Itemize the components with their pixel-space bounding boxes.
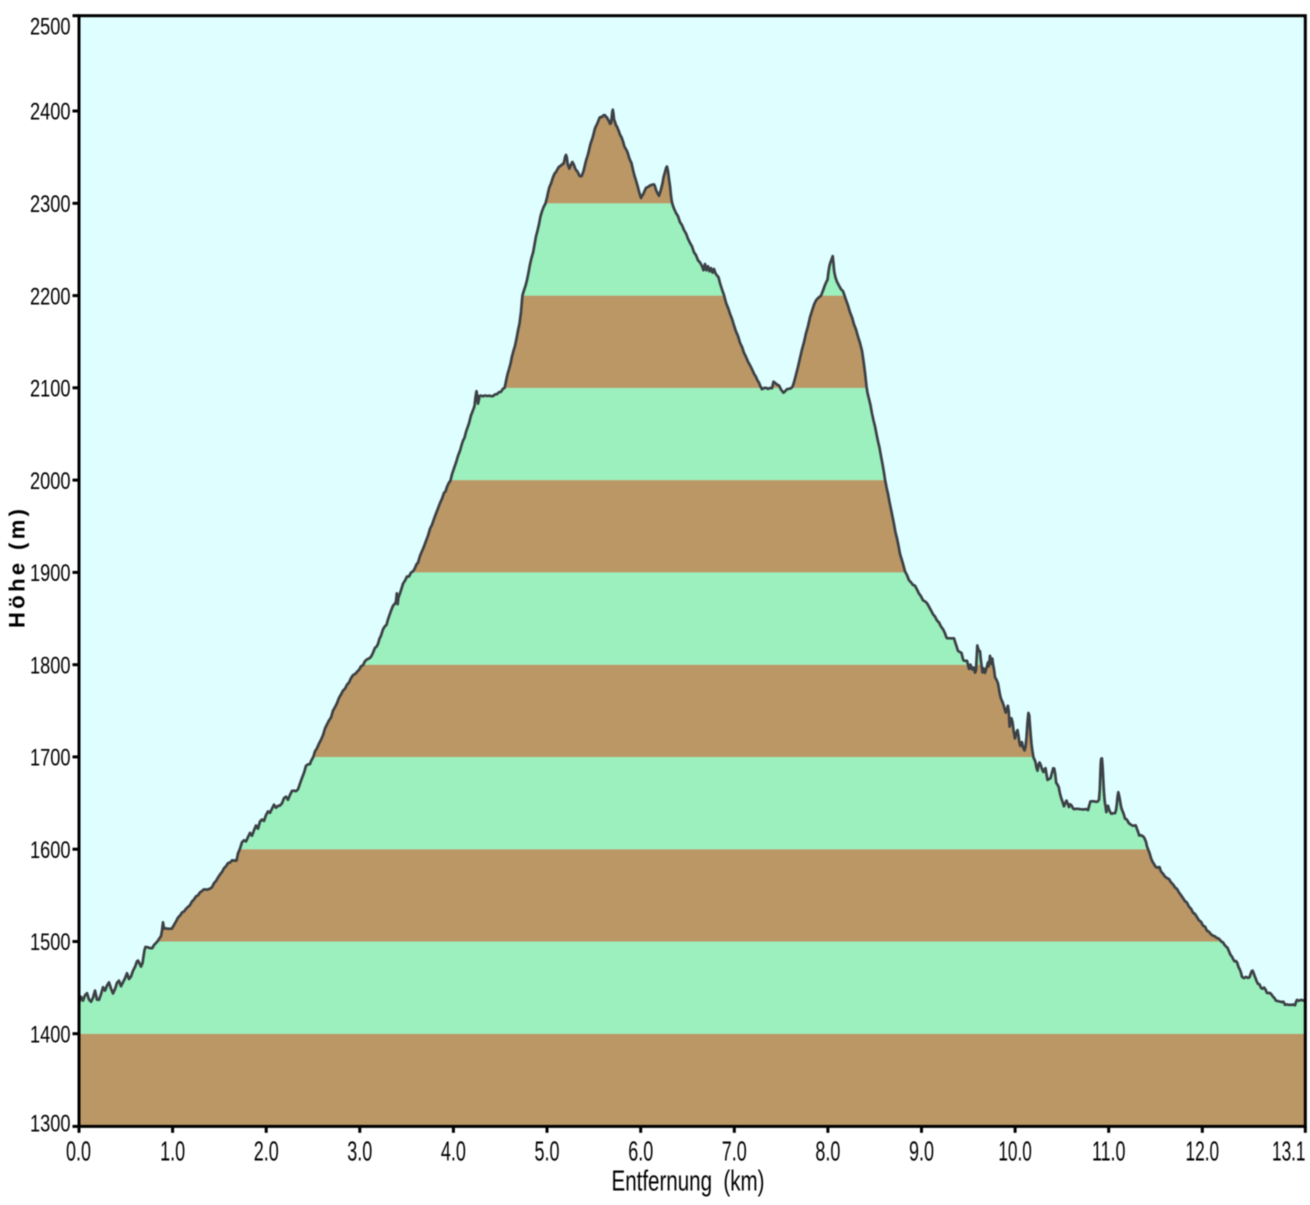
svg-text:1800: 1800	[30, 652, 71, 679]
svg-text:1400: 1400	[30, 1021, 71, 1048]
svg-text:2400: 2400	[30, 99, 71, 126]
svg-text:2100: 2100	[30, 376, 71, 403]
svg-text:2200: 2200	[30, 283, 71, 310]
svg-text:2000: 2000	[30, 468, 71, 495]
svg-text:8.0: 8.0	[815, 1136, 840, 1167]
svg-text:3.0: 3.0	[347, 1136, 372, 1167]
svg-text:11.0: 11.0	[1092, 1136, 1126, 1167]
svg-text:1.0: 1.0	[160, 1136, 185, 1167]
svg-text:4.0: 4.0	[441, 1136, 466, 1167]
svg-text:1600: 1600	[30, 837, 71, 864]
svg-text:12.0: 12.0	[1186, 1136, 1220, 1167]
svg-text:1900: 1900	[30, 560, 71, 587]
svg-text:2500: 2500	[30, 14, 71, 41]
svg-text:Höhe (m): Höhe (m)	[5, 509, 30, 628]
svg-text:0.0: 0.0	[66, 1136, 91, 1167]
svg-text:10.0: 10.0	[998, 1136, 1032, 1167]
svg-text:2.0: 2.0	[254, 1136, 279, 1167]
svg-text:1300: 1300	[30, 1111, 71, 1138]
svg-text:1500: 1500	[30, 929, 71, 956]
svg-text:13.1: 13.1	[1272, 1136, 1306, 1167]
svg-text:9.0: 9.0	[909, 1136, 934, 1167]
svg-text:5.0: 5.0	[535, 1136, 560, 1167]
svg-text:2300: 2300	[30, 191, 71, 218]
svg-text:6.0: 6.0	[628, 1136, 653, 1167]
svg-text:1700: 1700	[30, 745, 71, 772]
svg-text:7.0: 7.0	[722, 1136, 747, 1167]
svg-text:Entfernung (km): Entfernung (km)	[612, 1166, 765, 1198]
